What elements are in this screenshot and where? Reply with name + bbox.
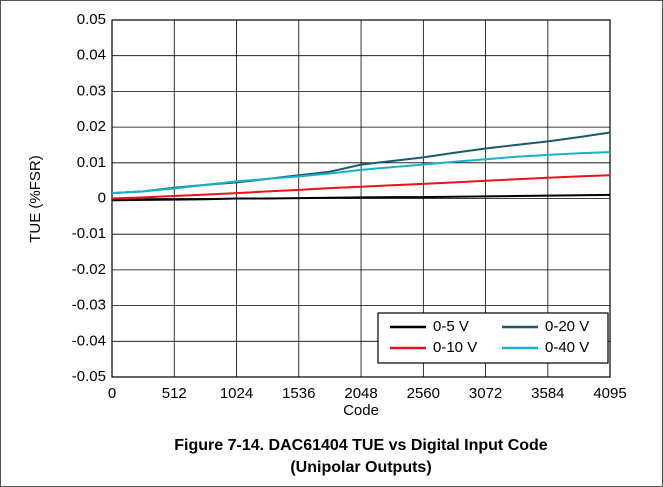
y-tick-label: -0.01 (72, 225, 106, 242)
x-tick-label: 0 (108, 385, 116, 402)
legend-label: 0-5 V (433, 318, 469, 335)
y-tick-label: 0.03 (77, 82, 106, 99)
x-tick-label: 1536 (282, 385, 315, 402)
y-tick-label: 0.01 (77, 154, 106, 171)
x-axis-label: Code (343, 402, 379, 419)
chart-subtitle: (Unipolar Outputs) (290, 459, 431, 476)
y-tick-label: -0.02 (72, 261, 106, 278)
series-line (111, 151, 611, 195)
x-tick-label: 3072 (469, 385, 502, 402)
y-tick-label: -0.05 (72, 368, 106, 385)
x-tick-label: 512 (162, 385, 187, 402)
y-tick-label: 0.05 (77, 11, 106, 28)
series-line (111, 193, 611, 202)
legend-label: 0-20 V (545, 318, 589, 335)
chart-title: Figure 7-14. DAC61404 TUE vs Digital Inp… (174, 437, 548, 454)
y-tick-label: -0.04 (72, 332, 106, 349)
x-tick-label: 3584 (531, 385, 564, 402)
x-tick-label: 2048 (344, 385, 377, 402)
y-tick-label: 0.04 (77, 47, 106, 64)
legend-box (377, 312, 609, 364)
series-line (111, 174, 611, 200)
legend-label: 0-10 V (433, 339, 477, 356)
y-axis-label: TUE (%FSR) (27, 155, 44, 243)
y-tick-label: 0 (98, 189, 106, 206)
x-tick-label: 4095 (593, 385, 626, 402)
y-tick-label: -0.03 (72, 297, 106, 314)
x-tick-label: 2560 (407, 385, 440, 402)
legend-label: 0-40 V (545, 339, 589, 356)
y-tick-label: 0.02 (77, 118, 106, 135)
x-tick-label: 1024 (220, 385, 253, 402)
